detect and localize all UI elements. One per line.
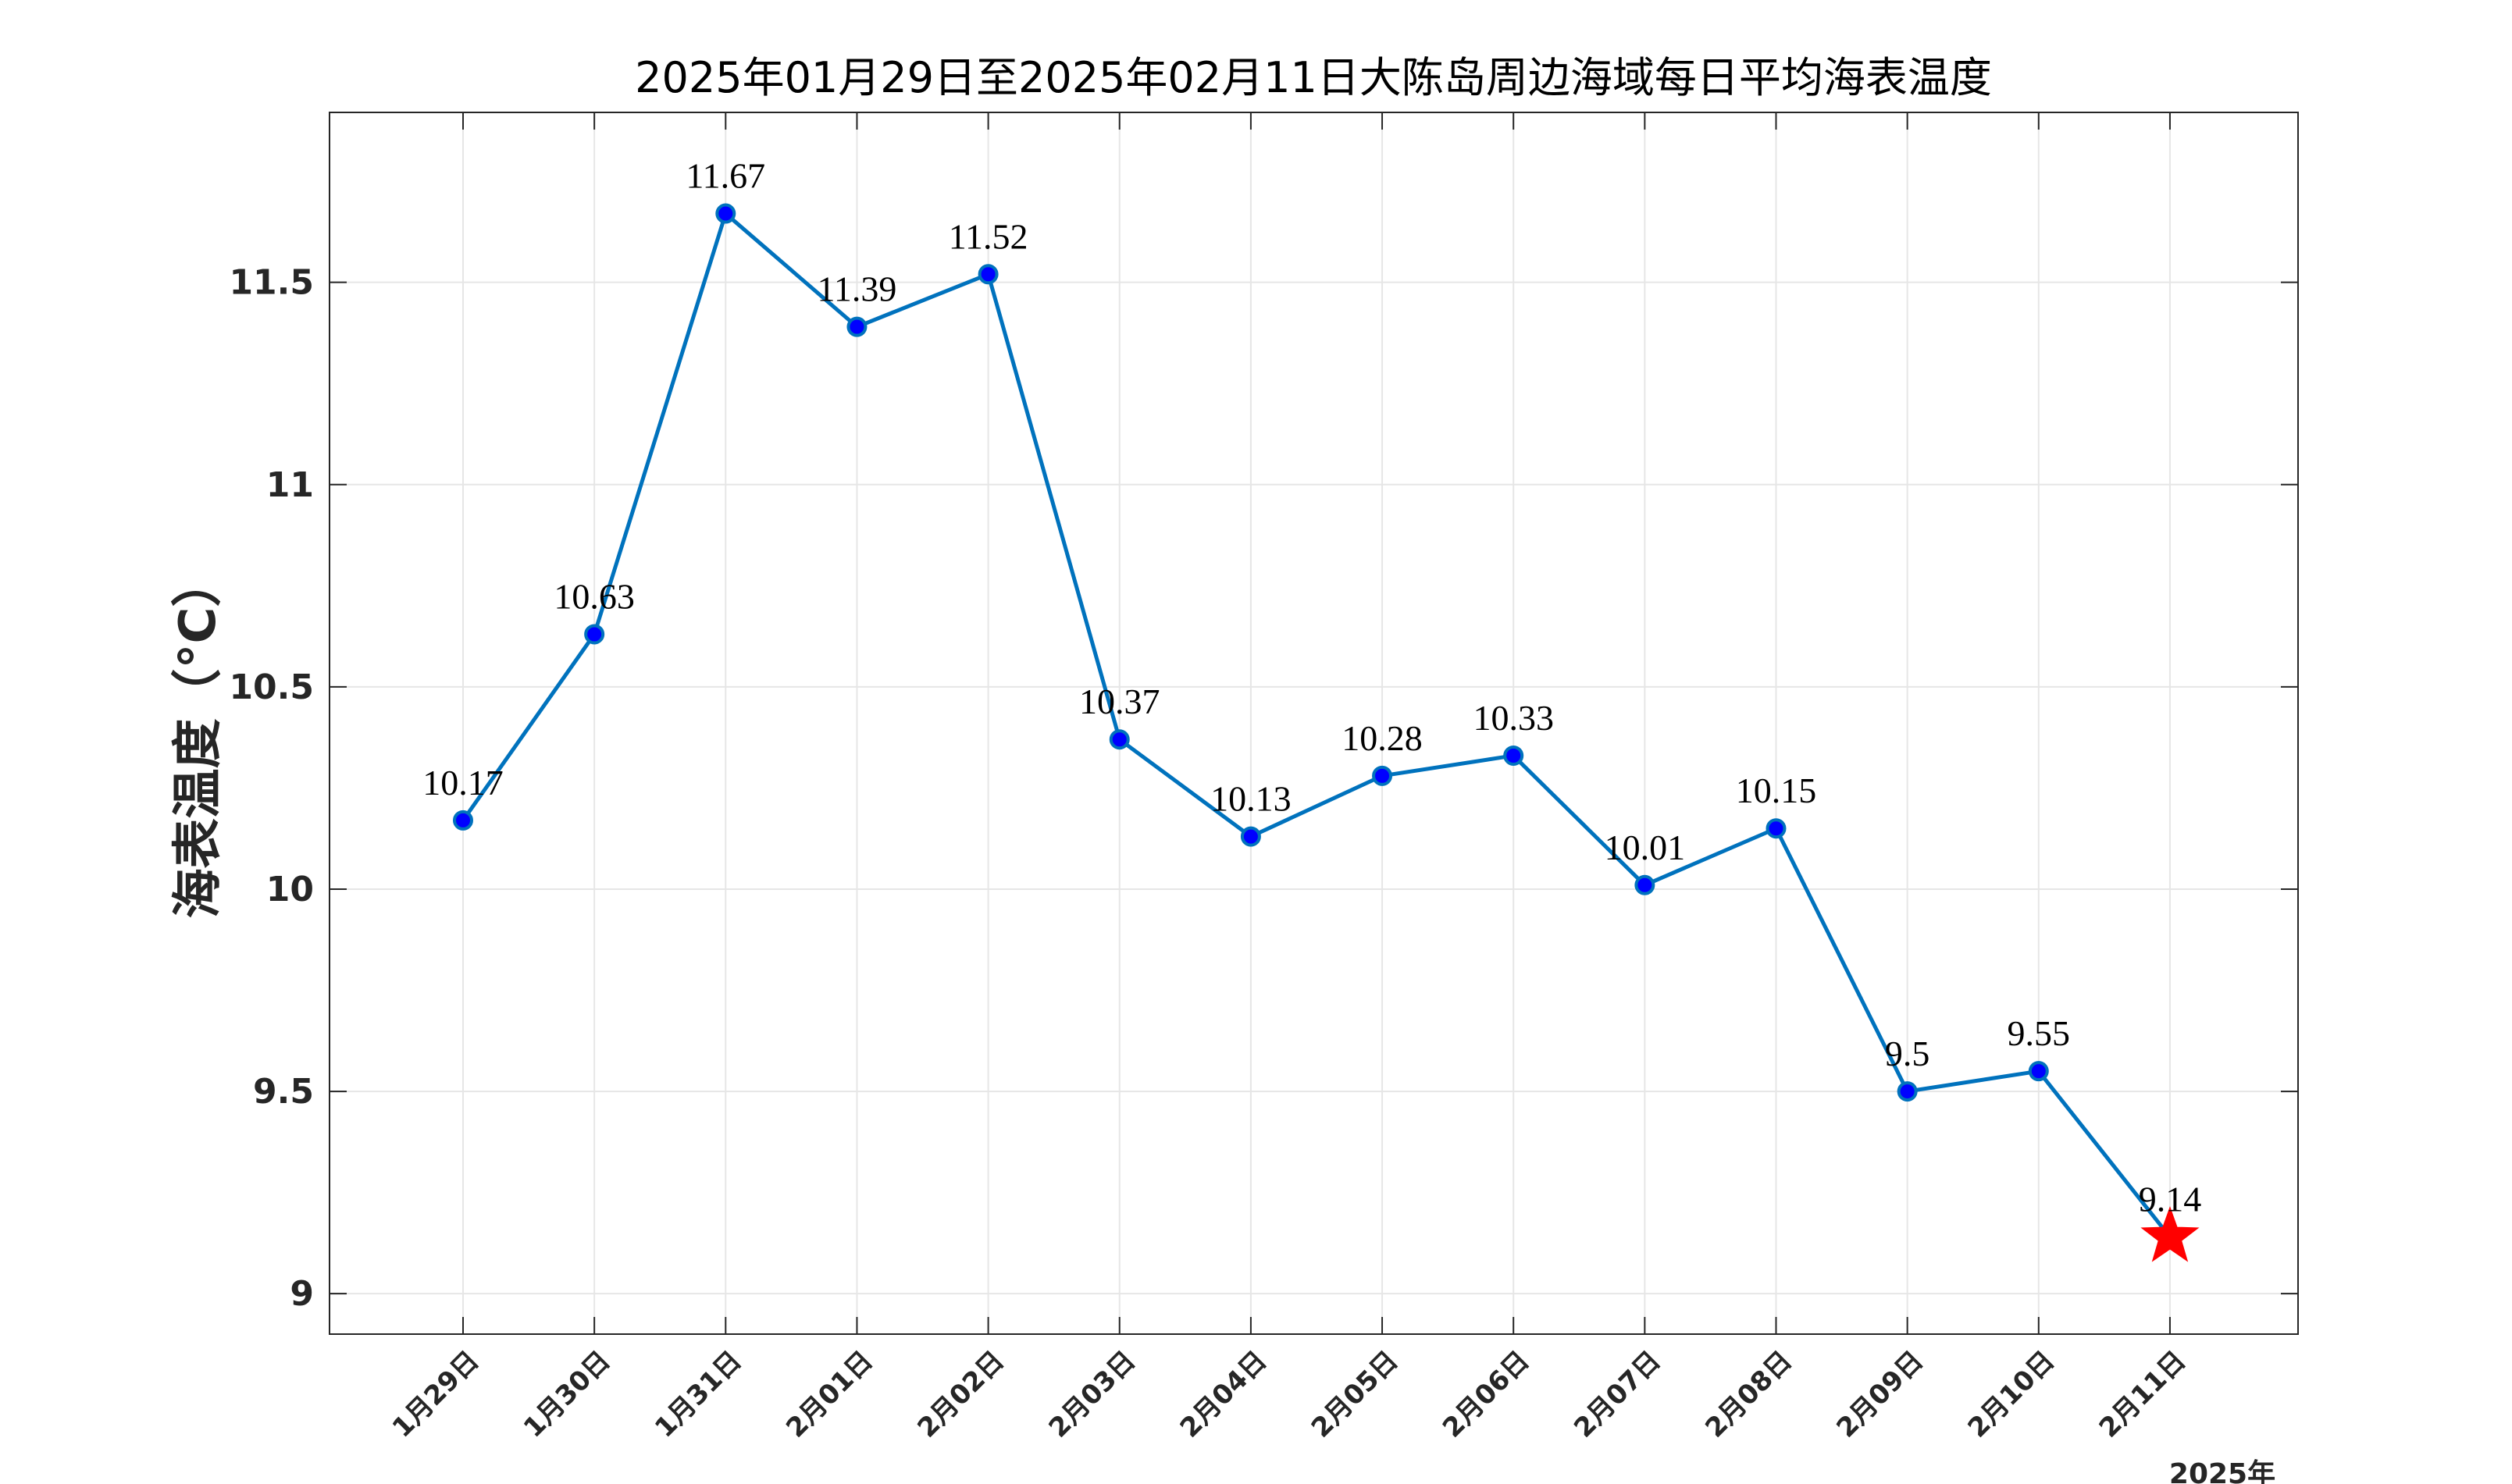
grid-lines bbox=[330, 112, 2298, 1334]
data-labels: 10.17 10.63 11.67 11.39 11.52 10.37 10.13 10.28… bbox=[422, 156, 2201, 1219]
data-point bbox=[846, 316, 868, 337]
data-point bbox=[1503, 745, 1524, 766]
chart-title: 2025年01月29日至2025年02月11日大陈岛周边海域每日平均海表温度 bbox=[635, 53, 1992, 102]
data-point bbox=[453, 810, 473, 831]
data-label: 10.15 bbox=[1736, 770, 1817, 810]
data-label: 9.55 bbox=[2008, 1013, 2071, 1053]
axis-ticks bbox=[330, 112, 2298, 1334]
data-label: 10.13 bbox=[1210, 779, 1292, 819]
plot-frame bbox=[329, 112, 2299, 1335]
plot-area bbox=[330, 112, 2298, 1334]
y-tick-label: 10 bbox=[266, 870, 314, 909]
y-tick-label: 9 bbox=[290, 1274, 314, 1314]
x-axis-year-label: 2025年 bbox=[2169, 1458, 2275, 1484]
data-label: 10.33 bbox=[1473, 698, 1554, 738]
data-point bbox=[2028, 1061, 2049, 1082]
data-point bbox=[1634, 874, 1655, 895]
star-icon bbox=[2140, 1206, 2200, 1262]
data-label: 11.67 bbox=[686, 156, 765, 196]
y-tick-label: 10.5 bbox=[229, 667, 314, 707]
data-label: 10.01 bbox=[1605, 827, 1686, 867]
data-markers bbox=[453, 203, 2200, 1262]
data-label: 11.39 bbox=[818, 269, 897, 309]
data-point bbox=[715, 203, 736, 224]
data-point bbox=[1897, 1081, 1918, 1102]
y-axis-title: 海表温度（°C） bbox=[169, 557, 227, 919]
data-point bbox=[1109, 729, 1130, 750]
y-axis-tick-labels: 9 9.5 10 10.5 11 11.5 bbox=[229, 263, 314, 1315]
y-tick-label: 9.5 bbox=[253, 1072, 314, 1112]
y-tick-label: 11.5 bbox=[229, 263, 314, 303]
series-line-path bbox=[461, 212, 2172, 1239]
data-label: 10.63 bbox=[554, 576, 635, 616]
data-label: 11.52 bbox=[949, 216, 1028, 256]
y-tick-label: 11 bbox=[266, 465, 314, 505]
data-label: 9.14 bbox=[2139, 1180, 2202, 1219]
data-point bbox=[1372, 765, 1393, 786]
data-label: 10.17 bbox=[422, 763, 504, 802]
data-label: 10.37 bbox=[1079, 682, 1160, 721]
data-label: 10.28 bbox=[1342, 718, 1423, 758]
data-point bbox=[1240, 826, 1261, 847]
data-point bbox=[978, 264, 999, 285]
data-point bbox=[584, 624, 605, 645]
series-line bbox=[461, 212, 2172, 1239]
data-label: 9.5 bbox=[1885, 1034, 1930, 1073]
data-point bbox=[1766, 818, 1787, 839]
